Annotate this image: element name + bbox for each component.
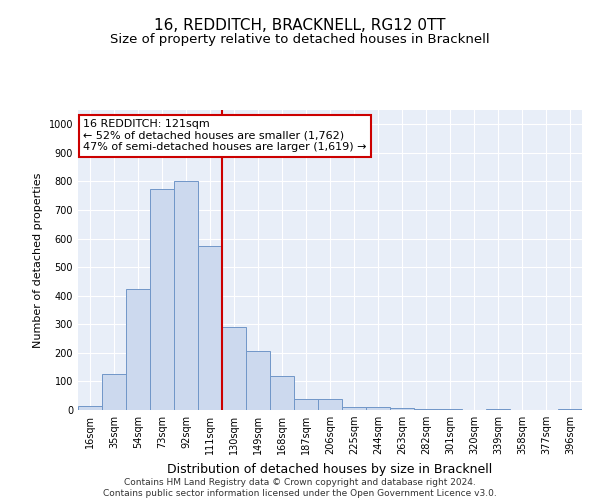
Bar bbox=[222, 327, 246, 410]
Text: Size of property relative to detached houses in Bracknell: Size of property relative to detached ho… bbox=[110, 32, 490, 46]
Bar bbox=[558, 408, 582, 410]
Bar bbox=[246, 352, 270, 410]
Bar bbox=[150, 188, 174, 410]
Bar bbox=[174, 182, 198, 410]
Bar bbox=[342, 406, 366, 410]
Bar bbox=[126, 288, 150, 410]
Y-axis label: Number of detached properties: Number of detached properties bbox=[33, 172, 43, 348]
Bar bbox=[414, 408, 438, 410]
Bar bbox=[198, 246, 222, 410]
Bar bbox=[438, 408, 462, 410]
Bar bbox=[390, 408, 414, 410]
Bar bbox=[486, 408, 510, 410]
Bar bbox=[102, 374, 126, 410]
Bar bbox=[318, 398, 342, 410]
Bar bbox=[270, 376, 294, 410]
Text: 16 REDDITCH: 121sqm
← 52% of detached houses are smaller (1,762)
47% of semi-det: 16 REDDITCH: 121sqm ← 52% of detached ho… bbox=[83, 119, 367, 152]
Bar bbox=[78, 406, 102, 410]
Text: Contains HM Land Registry data © Crown copyright and database right 2024.
Contai: Contains HM Land Registry data © Crown c… bbox=[103, 478, 497, 498]
Text: 16, REDDITCH, BRACKNELL, RG12 0TT: 16, REDDITCH, BRACKNELL, RG12 0TT bbox=[154, 18, 446, 32]
X-axis label: Distribution of detached houses by size in Bracknell: Distribution of detached houses by size … bbox=[167, 462, 493, 475]
Bar bbox=[366, 407, 390, 410]
Bar bbox=[294, 398, 318, 410]
